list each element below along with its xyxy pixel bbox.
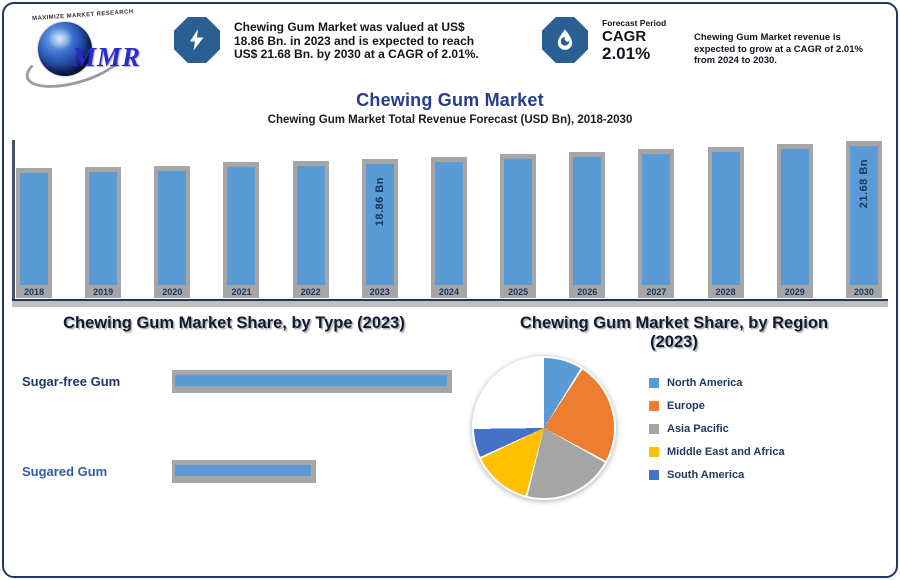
bar (711, 152, 740, 285)
flame-icon (557, 29, 573, 50)
logo-text: MMR (72, 42, 142, 72)
bar-column: 2027 (638, 140, 675, 298)
bar-column: 2020 (154, 140, 191, 298)
highlight1-badge (174, 17, 220, 63)
revenue-bar-chart: 2018 2019 2020 2021 2022 18.86 Bn 2023 2024 2025… (16, 140, 882, 298)
legend-label: Europe (667, 399, 705, 412)
left-section-heading: Chewing Gum Market Share, by Type (2023) (63, 314, 405, 332)
bar-year-label: 2029 (784, 287, 805, 297)
highlight2-cagr-block: Forecast Period CAGR 2.01% (602, 18, 684, 67)
section-divider (12, 301, 888, 307)
bar-year-label: 2024 (438, 287, 459, 297)
bar-value-label: 18.86 Bn (362, 177, 398, 226)
bar (89, 172, 118, 285)
highlight2-caption: Forecast Period (602, 18, 667, 28)
bar-year-label: 2025 (508, 287, 529, 297)
bar-value-label: 21.68 Bn (846, 159, 882, 208)
bar-column: 2018 (16, 140, 52, 298)
bar (504, 159, 533, 285)
bar (158, 171, 187, 285)
cagr-label: CAGR (602, 28, 647, 45)
bar-year-label: 2022 (300, 287, 321, 297)
lightning-icon (190, 29, 204, 51)
mmr-logo: MAXIMIZE MARKET RESEARCH MMR (20, 9, 156, 98)
bar-value-text: 18.86 Bn (373, 177, 386, 227)
bar-year-label: 2027 (646, 287, 667, 297)
bar-column: 2019 (85, 140, 122, 298)
highlight2-text: Chewing Gum Market revenue is expected t… (694, 32, 863, 66)
right-section-heading: Chewing Gum Market Share, by Region (202… (519, 314, 829, 351)
highlight1-text: Chewing Gum Market was valued at US$ 18.… (234, 20, 479, 61)
bar-year-label: 2019 (93, 287, 114, 297)
legend-swatch (649, 400, 659, 411)
type-bar-shadow (172, 460, 316, 483)
region-legend: North America Europe Asia Pacific Middle Ea… (649, 376, 785, 491)
bar-year-label: 2030 (853, 287, 874, 297)
logo-tagline: MAXIMIZE MARKET RESEARCH (31, 9, 134, 23)
bar-column: 21.68 Bn 2030 (845, 140, 882, 298)
bar-column: 2029 (776, 140, 813, 298)
bar-column: 2025 (500, 140, 537, 298)
bar-year-label: 2026 (577, 287, 598, 297)
type-bar (175, 465, 311, 476)
bar (642, 154, 671, 285)
type-label: Sugared Gum (22, 464, 108, 479)
legend-label: South America (667, 468, 745, 481)
bar-column: 2028 (707, 140, 744, 298)
type-row: Sugared Gum (20, 460, 470, 484)
legend-item: North America (649, 376, 785, 389)
type-share-chart: Sugar-free Gum Sugared Gum (20, 342, 470, 542)
bar-year-label: 2028 (715, 287, 736, 297)
legend-swatch (649, 469, 659, 480)
highlight2-block: Forecast Period CAGR 2.01% Chewing Gum M… (602, 18, 874, 67)
legend-item: South America (649, 468, 785, 481)
bar-value-text: 21.68 Bn (857, 159, 870, 209)
bar (227, 167, 256, 285)
legend-item: Europe (649, 399, 785, 412)
type-bar-shadow (172, 370, 452, 393)
bar (780, 149, 809, 285)
bar-year-label: 2021 (231, 287, 252, 297)
bar (296, 166, 325, 285)
bar-column: 2026 (569, 140, 606, 298)
globe-icon (38, 22, 92, 76)
bar (434, 162, 463, 285)
bar-column: 2022 (292, 140, 329, 298)
legend-label: Asia Pacific (667, 422, 729, 435)
legend-swatch (649, 377, 659, 388)
type-bar (175, 375, 447, 386)
type-row: Sugar-free Gum (20, 370, 470, 394)
bar (20, 173, 48, 285)
legend-swatch (649, 423, 659, 434)
bar-year-label: 2020 (162, 287, 183, 297)
region-pie-chart (472, 356, 616, 500)
legend-label: Middle East and Africa (667, 445, 785, 458)
bar-year-label: 2018 (23, 287, 45, 297)
page-subtitle: Chewing Gum Market Total Revenue Forecas… (267, 114, 633, 126)
legend-swatch (649, 446, 659, 457)
bar-column: 2021 (223, 140, 260, 298)
bar-year-label: 2023 (369, 287, 390, 297)
bar-chart-x-axis (12, 299, 888, 301)
bar-column: 2024 (430, 140, 467, 298)
type-label: Sugar-free Gum (22, 374, 121, 389)
legend-item: Middle East and Africa (649, 445, 785, 458)
bar-chart-y-axis (12, 140, 15, 299)
legend-label: North America (667, 376, 743, 389)
bar-column: 18.86 Bn 2023 (361, 140, 398, 298)
page-title: Chewing Gum Market (356, 90, 544, 110)
cagr-value: 2.01% (602, 44, 651, 63)
bar (573, 157, 602, 285)
legend-item: Asia Pacific (649, 422, 785, 435)
highlight2-badge (542, 17, 588, 63)
bar (365, 164, 394, 285)
bar (849, 146, 878, 285)
